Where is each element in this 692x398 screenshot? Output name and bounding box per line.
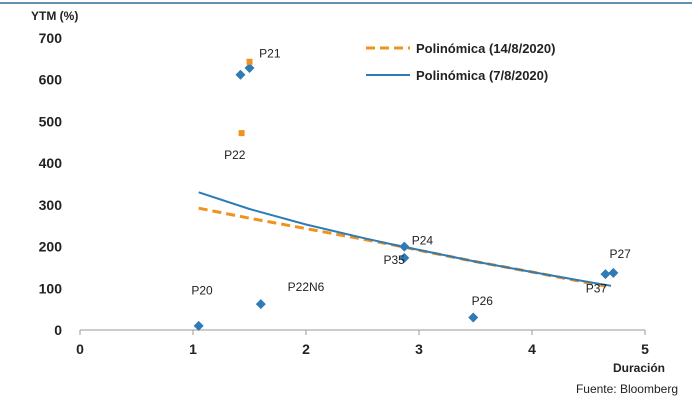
point-label: P22 — [224, 148, 246, 162]
y-tick-label: 700 — [39, 30, 63, 46]
point-label: P22N6 — [288, 280, 325, 294]
y-tick-label: 0 — [54, 322, 62, 338]
y-tick-label: 300 — [39, 197, 63, 213]
point-label: P21 — [259, 47, 281, 61]
x-tick-label: 2 — [302, 341, 310, 357]
data-point-diamond — [255, 299, 266, 310]
x-axis-title: Duración — [613, 361, 665, 375]
point-label: P24 — [412, 233, 434, 247]
trendline-7-8-2020 — [198, 191, 612, 287]
x-tick-label: 1 — [189, 341, 197, 357]
legend-label: Polinómica (14/8/2020) — [416, 41, 555, 56]
x-tick-label: 3 — [415, 341, 423, 357]
x-tick-label: 0 — [76, 341, 84, 357]
source-note: Fuente: Bloomberg — [575, 382, 678, 396]
point-label: P37 — [586, 281, 608, 295]
data-point-diamond — [244, 63, 255, 74]
data-point-diamond — [608, 267, 619, 278]
data-point-diamond — [468, 312, 479, 323]
y-tick-label: 400 — [39, 155, 63, 171]
data-point-square — [246, 58, 253, 65]
point-label: P27 — [609, 247, 631, 261]
y-tick-label: 200 — [39, 239, 63, 255]
legend-label: Polinómica (7/8/2020) — [416, 68, 548, 83]
data-point-diamond — [399, 241, 410, 252]
data-point-square — [238, 130, 245, 137]
y-tick-label: 500 — [39, 113, 63, 129]
x-tick-label: 5 — [641, 341, 649, 357]
data-point-diamond — [600, 269, 611, 280]
data-point-diamond — [399, 252, 410, 263]
y-axis-title: YTM (%) — [31, 9, 78, 23]
point-label: P35 — [383, 253, 405, 267]
point-label: P26 — [472, 294, 494, 308]
y-tick-label: 600 — [39, 72, 63, 88]
x-tick-label: 4 — [528, 341, 536, 357]
data-point-diamond — [235, 69, 246, 80]
y-tick-label: 100 — [39, 280, 63, 296]
point-label: P20 — [191, 284, 213, 298]
data-point-diamond — [193, 320, 204, 331]
